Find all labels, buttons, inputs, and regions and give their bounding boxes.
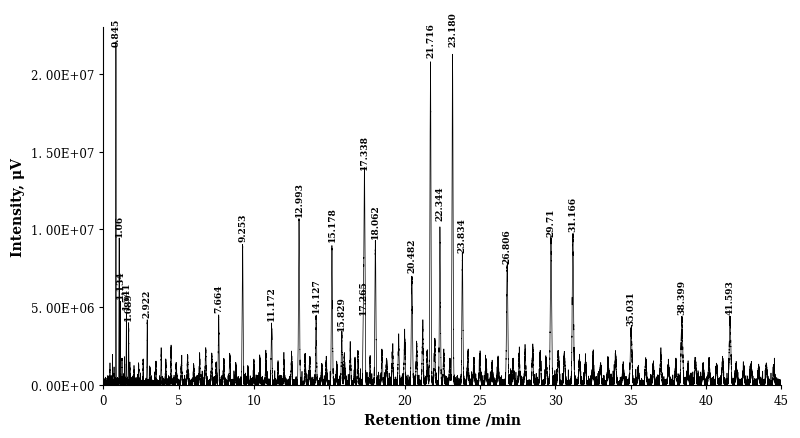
Text: 26.806: 26.806 <box>502 228 512 263</box>
Text: 14.127: 14.127 <box>312 278 321 313</box>
Text: 9.253: 9.253 <box>238 213 247 241</box>
Text: 35.031: 35.031 <box>626 290 636 325</box>
Text: 29.71: 29.71 <box>546 208 555 237</box>
Text: 2.922: 2.922 <box>142 289 152 318</box>
Text: 18.062: 18.062 <box>371 203 380 238</box>
Text: 1.541: 1.541 <box>122 281 131 310</box>
Text: 12.993: 12.993 <box>294 181 303 216</box>
Text: 41.593: 41.593 <box>726 279 734 314</box>
Text: 1.134: 1.134 <box>116 270 125 299</box>
Text: 11.172: 11.172 <box>267 286 276 321</box>
Text: 15.178: 15.178 <box>327 206 337 241</box>
Text: 23.180: 23.180 <box>448 12 457 47</box>
Text: 1.689: 1.689 <box>124 292 133 321</box>
Text: 17.338: 17.338 <box>360 135 369 170</box>
Text: 22.344: 22.344 <box>435 187 445 221</box>
Text: 7.664: 7.664 <box>214 284 223 313</box>
Text: 31.166: 31.166 <box>568 197 578 232</box>
Text: 15.829: 15.829 <box>338 295 346 330</box>
Text: 0.845: 0.845 <box>111 19 121 47</box>
Text: 17.265: 17.265 <box>359 279 368 314</box>
Text: 20.482: 20.482 <box>407 238 416 272</box>
Y-axis label: Intensity, μV: Intensity, μV <box>11 157 25 256</box>
Text: 23.834: 23.834 <box>458 217 467 252</box>
Text: 38.399: 38.399 <box>678 279 686 314</box>
Text: 21.716: 21.716 <box>426 23 435 58</box>
Text: 1.06: 1.06 <box>114 215 124 237</box>
X-axis label: Retention time /min: Retention time /min <box>364 413 521 427</box>
